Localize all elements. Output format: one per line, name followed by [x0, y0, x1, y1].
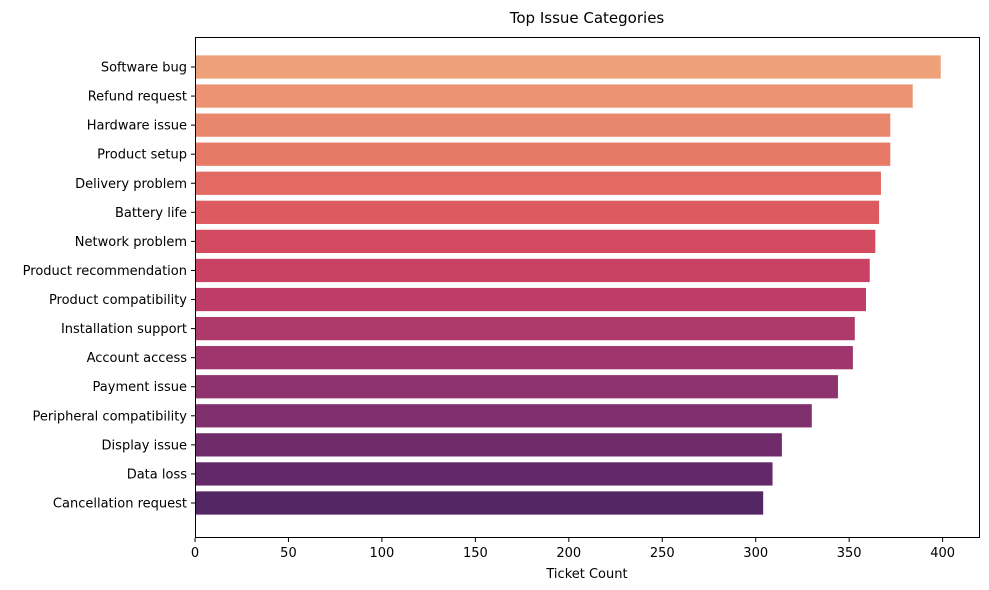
bar-product-recommendation — [195, 258, 870, 283]
bar-installation-support — [195, 316, 855, 341]
bar-display-issue — [195, 433, 782, 457]
y-tick-label: Product compatibility — [49, 293, 187, 308]
bar-product-setup — [195, 142, 891, 166]
x-tick-label: 50 — [280, 546, 297, 561]
y-tick-label: Cancellation request — [53, 497, 187, 512]
y-tick-label: Payment issue — [93, 380, 187, 395]
y-axis-ticks: Software bug Refund request Hardware issue… — [23, 61, 195, 512]
x-axis-ticks: 0 50 100 150 200 250 300 350 400 — [191, 538, 955, 561]
x-axis-title: Ticket Count — [545, 567, 627, 582]
y-tick-label: Delivery problem — [75, 177, 187, 192]
x-tick-label: 100 — [369, 546, 394, 561]
y-tick-label: Peripheral compatibility — [33, 409, 188, 424]
plot-frame — [195, 37, 980, 538]
bar-data-loss — [195, 462, 773, 486]
bar-battery-life — [195, 200, 880, 224]
x-tick-label: 200 — [556, 546, 581, 561]
bar-peripheral-compatibility — [195, 404, 812, 428]
bar-refund-request — [195, 84, 913, 108]
bar-account-access — [195, 346, 853, 370]
y-tick-label: Display issue — [102, 438, 187, 453]
y-tick-label: Refund request — [88, 90, 187, 105]
y-tick-label: Installation support — [61, 322, 187, 337]
bar-cancellation-request — [195, 491, 764, 515]
x-tick-label: 350 — [837, 546, 862, 561]
bar-product-compatibility — [195, 287, 866, 312]
chart-title: Top Issue Categories — [509, 9, 665, 27]
x-tick-label: 250 — [650, 546, 675, 561]
y-tick-label: Product setup — [97, 148, 187, 163]
bars-group — [195, 55, 941, 515]
x-tick-label: 400 — [930, 546, 955, 561]
bar-payment-issue — [195, 375, 838, 399]
y-tick-label: Hardware issue — [87, 119, 187, 134]
x-tick-label: 150 — [463, 546, 488, 561]
y-tick-label: Account access — [87, 351, 188, 366]
y-tick-label: Product recommendation — [23, 264, 187, 279]
y-tick-label: Battery life — [115, 206, 187, 221]
x-tick-label: 0 — [191, 546, 199, 561]
x-tick-label: 300 — [743, 546, 768, 561]
y-tick-label: Software bug — [101, 61, 187, 76]
y-tick-label: Network problem — [75, 235, 187, 250]
bar-delivery-problem — [195, 171, 881, 195]
bar-network-problem — [195, 229, 876, 254]
bar-hardware-issue — [195, 113, 891, 137]
y-tick-label: Data loss — [127, 467, 188, 482]
bar-software-bug — [195, 55, 941, 79]
